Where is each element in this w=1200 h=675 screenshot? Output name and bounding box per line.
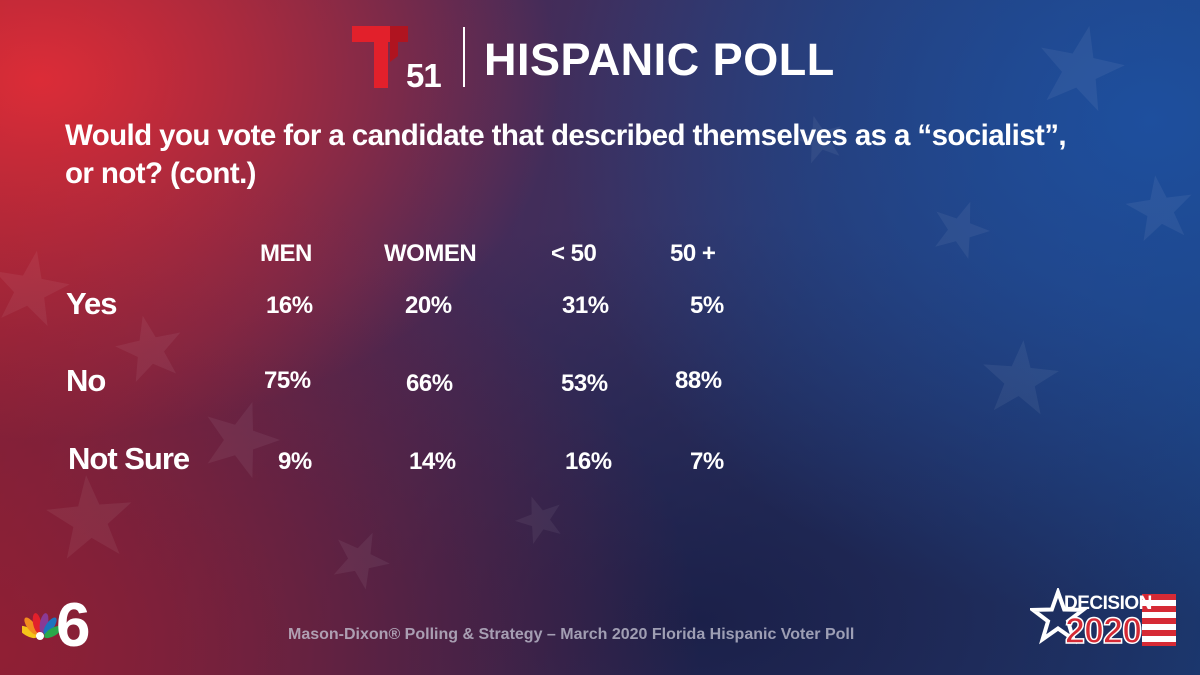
row-label-not-sure: Not Sure [68, 441, 190, 476]
logo-number: 51 [406, 57, 441, 92]
cell-not-sure-women: 14% [409, 448, 456, 475]
header-divider [463, 27, 465, 87]
cell-no-under-50: 53% [561, 370, 608, 397]
question-line-1: Would you vote for a candidate that desc… [65, 119, 1067, 152]
cell-yes-men: 16% [266, 292, 313, 319]
cell-yes-women: 20% [405, 292, 452, 319]
cell-no-50-plus: 88% [675, 367, 722, 394]
nbc-peacock-logo: 6 [19, 590, 92, 660]
column-header-50-plus: 50 + [670, 240, 716, 267]
cell-no-women: 66% [406, 370, 453, 397]
decision-word: DECISION [1064, 593, 1152, 614]
decision-2020-logo: DECISION 2020 [1027, 586, 1180, 652]
column-header-men: MEN [260, 240, 312, 267]
row-label-yes: Yes [66, 286, 117, 321]
page-title: HISPANIC POLL [484, 34, 835, 85]
cell-no-men: 75% [264, 367, 311, 394]
station-number: 6 [56, 591, 90, 650]
cell-yes-under-50: 31% [562, 292, 609, 319]
cell-not-sure-under-50: 16% [565, 448, 612, 475]
cell-not-sure-50-plus: 7% [690, 448, 724, 475]
question-line-2: or not? (cont.) [65, 157, 256, 190]
source-footer: Mason-Dixon® Polling & Strategy – March … [288, 626, 855, 643]
row-label-no: No [66, 363, 106, 398]
cell-yes-50-plus: 5% [690, 292, 724, 319]
column-header-under-50: < 50 [551, 240, 597, 267]
cell-not-sure-men: 9% [278, 448, 312, 475]
decision-year: 2020 [1065, 610, 1141, 650]
telemundo-t-logo: 51 [350, 22, 450, 94]
poll-question: Would you vote for a candidate that desc… [65, 117, 1195, 193]
column-header-women: WOMEN [384, 240, 477, 267]
